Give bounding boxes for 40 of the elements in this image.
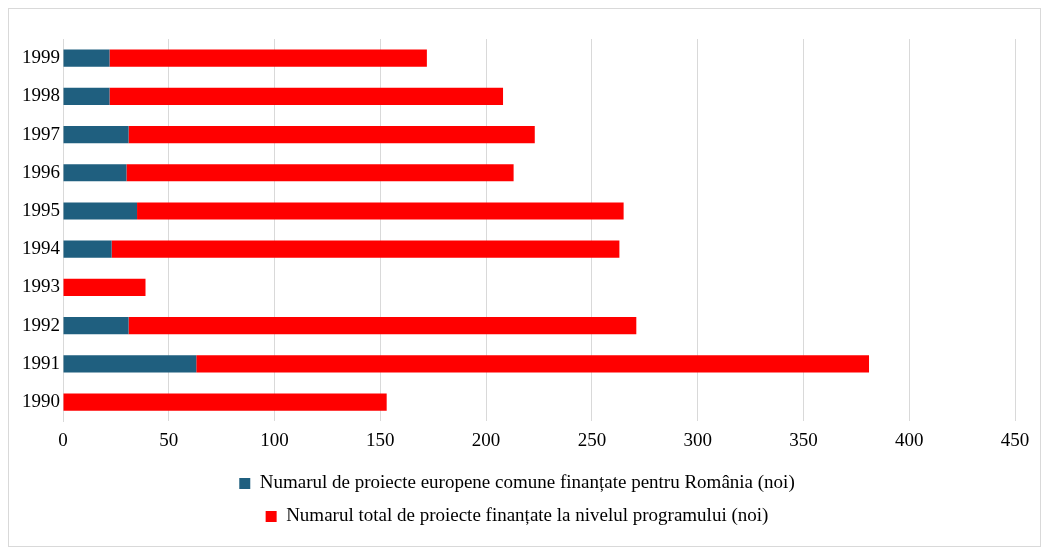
bar <box>63 317 129 335</box>
y-tick-label: 1999 <box>22 46 60 68</box>
x-tick-label: 400 <box>894 428 924 450</box>
x-tick-label: 250 <box>577 428 607 450</box>
bar <box>63 278 146 297</box>
bar <box>63 393 387 411</box>
y-tick-label: 1991 <box>22 351 60 373</box>
y-tick-label: 1997 <box>22 122 60 144</box>
bar <box>109 49 427 67</box>
x-tick-label: 0 <box>58 428 68 450</box>
x-tick-label: 350 <box>789 428 818 450</box>
bar <box>63 355 197 373</box>
x-tick-label: 150 <box>366 428 395 450</box>
bar <box>109 87 504 105</box>
y-tick-label: 1998 <box>22 84 60 106</box>
legend-label: Numarul de proiecte europene comune finanțate pentru România (noi) <box>259 471 795 494</box>
bar <box>63 202 138 220</box>
legend-label: Numarul total de proiecte finanțate la nivelul programului (noi) <box>286 504 769 527</box>
y-tick-label: 1990 <box>22 390 60 412</box>
x-tick-label: 50 <box>159 428 179 450</box>
x-tick-label: 100 <box>260 428 289 450</box>
y-tick-label: 1994 <box>22 237 61 259</box>
x-tick-label: 450 <box>1000 428 1030 450</box>
bar <box>63 164 127 182</box>
y-tick-label: 1993 <box>22 275 60 297</box>
bar <box>196 355 870 373</box>
y-tick-label: 1995 <box>22 198 60 220</box>
bar <box>137 202 624 220</box>
bar <box>111 240 620 258</box>
x-tick-label: 300 <box>683 428 712 450</box>
y-tick-label: 1992 <box>22 313 60 335</box>
bar <box>128 125 535 144</box>
bar <box>63 87 110 105</box>
bar <box>63 49 110 67</box>
bar <box>126 164 514 182</box>
y-tick-label: 1996 <box>22 160 60 182</box>
bar <box>63 240 112 258</box>
bar <box>128 317 637 335</box>
x-tick-label: 200 <box>471 428 501 450</box>
bar <box>63 125 129 144</box>
